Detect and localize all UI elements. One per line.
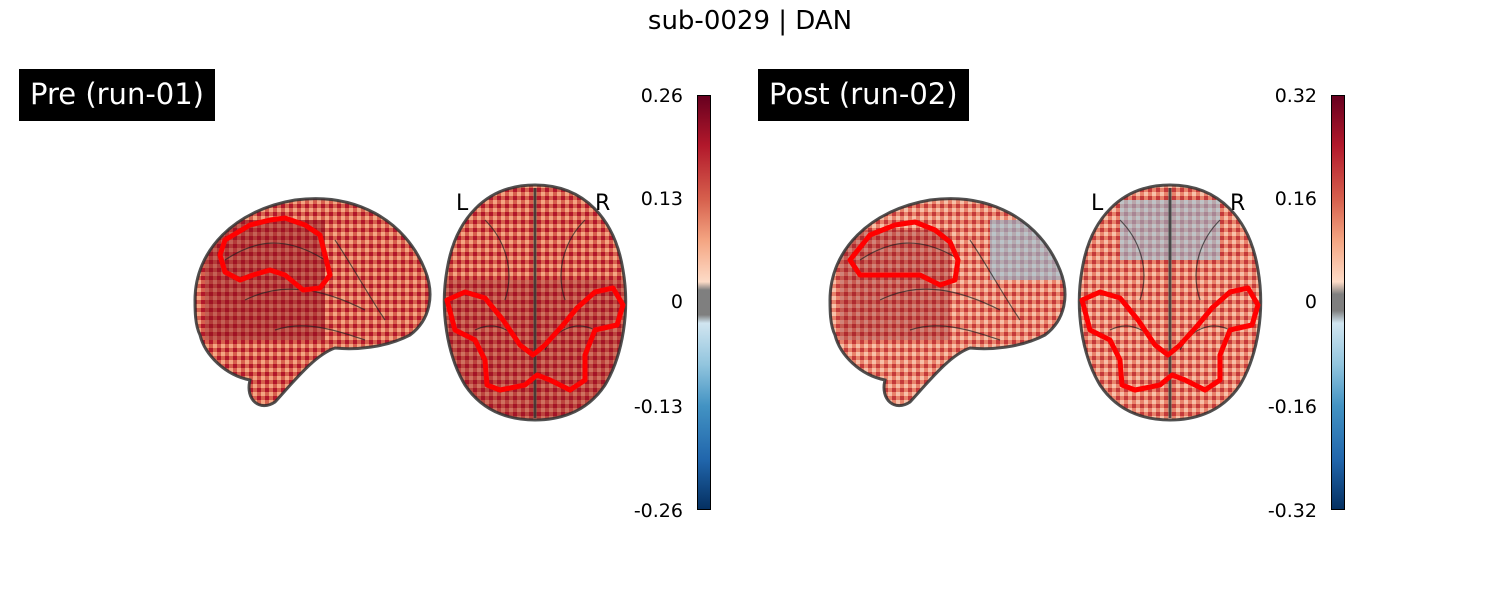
figure-title: sub-0029 | DAN xyxy=(647,6,853,36)
post-colorbar-tick: 0.16 xyxy=(1274,188,1317,210)
roi-outline xyxy=(444,285,626,393)
post-colorbar-tick: 0.32 xyxy=(1274,85,1317,107)
post-colorbar xyxy=(1331,95,1345,510)
post-colorbar-tick: -0.16 xyxy=(1267,396,1317,418)
orientation-right-label: R xyxy=(595,191,610,216)
pre-panel: Pre (run-01) L R xyxy=(0,0,711,600)
post-panel: Post (run-02) L R xyxy=(740,0,1440,600)
post-colorbar-tick: 0 xyxy=(1304,291,1317,313)
pre-colorbar-tick: 0.13 xyxy=(640,188,683,210)
roi-outline xyxy=(217,215,333,293)
pre-colorbar-tick: -0.13 xyxy=(633,396,683,418)
orientation-right-label: R xyxy=(1230,191,1245,216)
orientation-left-label: L xyxy=(1091,191,1104,216)
post-brain-views: L R xyxy=(828,183,1263,422)
pre-panel-label: Pre (run-01) xyxy=(19,69,215,121)
sagittal-view xyxy=(828,197,1067,408)
roi-outline xyxy=(1079,285,1261,393)
pre-brain-views: L R xyxy=(193,183,628,422)
post-panel-label: Post (run-02) xyxy=(758,69,969,121)
orientation-left-label: L xyxy=(456,191,469,216)
roi-outline xyxy=(847,219,961,288)
pre-colorbar-tick: 0.26 xyxy=(640,85,683,107)
pre-colorbar-tick: -0.26 xyxy=(633,500,683,522)
post-colorbar-tick: -0.32 xyxy=(1267,500,1317,522)
axial-view: L R xyxy=(442,183,628,422)
pre-colorbar-tick: 0 xyxy=(670,291,683,313)
pre-colorbar xyxy=(697,95,711,510)
sagittal-view xyxy=(193,197,432,408)
axial-view: L R xyxy=(1077,183,1263,422)
